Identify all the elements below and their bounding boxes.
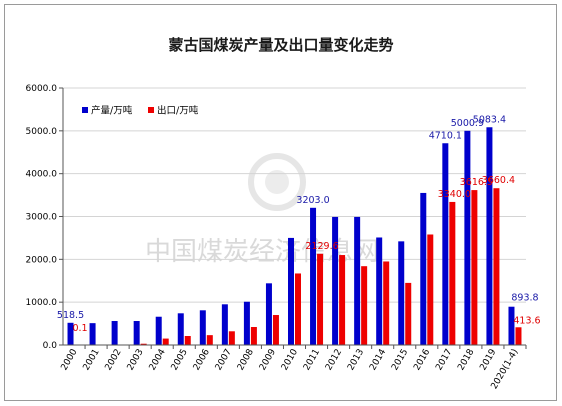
- bar-export: [184, 336, 191, 345]
- bar-production: [508, 306, 515, 345]
- bar-production: [376, 237, 383, 345]
- bar-production: [486, 127, 493, 345]
- data-label-export: 3616.5: [460, 177, 493, 188]
- x-tick-label: 2013: [346, 348, 366, 373]
- x-tick-label: 2011: [302, 348, 322, 373]
- y-axis-ticks: 0.0 1000.0 2000.0 3000.0 4000.0 5000.0 6000.0: [26, 84, 63, 351]
- bar-export: [493, 188, 500, 345]
- bar-production: [89, 323, 96, 345]
- x-tick-label: 2017: [434, 348, 454, 373]
- y-tick-label: 2000.0: [26, 255, 58, 265]
- bar-production: [221, 304, 228, 345]
- chart-title: 蒙古国煤炭产量及出口量变化走势: [168, 36, 393, 54]
- bar-export: [427, 234, 434, 345]
- bar-production: [133, 321, 140, 345]
- data-label-production: 893.8: [511, 293, 538, 304]
- bar-export: [228, 331, 235, 345]
- data-label-export: 413.6: [513, 315, 540, 326]
- x-tick-label: 2010: [280, 347, 300, 372]
- y-tick-label: 4000.0: [26, 170, 58, 180]
- bar-production: [354, 216, 361, 345]
- x-tick-label: 2004: [148, 347, 168, 372]
- axes: [62, 88, 526, 346]
- data-labels: 518.5 0.1 3203.0 2129.6 4710.1 3340.0 5000.9 36…: [57, 114, 541, 334]
- x-tick-label: 2005: [170, 348, 190, 373]
- x-tick-label: 2009: [258, 347, 278, 372]
- bar-production: [310, 207, 317, 345]
- data-label-production: 5083.4: [473, 114, 506, 125]
- legend-label-production: 产量/万吨: [91, 105, 133, 117]
- x-tick-label: 2015: [390, 348, 410, 373]
- data-label-production: 3203.0: [296, 195, 329, 206]
- watermark-logo-ring: [248, 153, 306, 211]
- legend: 产量/万吨 出口/万吨: [82, 105, 199, 117]
- x-tick-label: 2001: [82, 348, 102, 373]
- legend-swatch-production: [82, 107, 88, 113]
- x-tick-label: 2019: [478, 347, 498, 372]
- y-tick-label: 0.0: [43, 341, 58, 351]
- chart-svg: 中国煤炭经济信息网 蒙古国煤炭产量及出口量变化走势 0.0 1000.0 2000.…: [26, 36, 541, 391]
- x-tick-label: 2018: [456, 347, 476, 372]
- watermark-logo-core: [265, 170, 289, 194]
- bar-production: [155, 316, 162, 345]
- bar-export: [206, 335, 213, 345]
- bar-production: [265, 283, 272, 345]
- bar-production: [199, 310, 206, 345]
- bar-export: [471, 190, 478, 345]
- bar-production: [67, 322, 74, 345]
- bar-export: [405, 282, 412, 345]
- y-tick-label: 1000.0: [26, 298, 58, 308]
- bar-export: [162, 338, 169, 345]
- bar-production: [398, 241, 405, 345]
- bar-production: [288, 237, 294, 345]
- bar-export: [383, 261, 390, 345]
- bar-export: [361, 266, 368, 345]
- bars: [67, 127, 522, 345]
- data-label-export: 3340.0: [438, 189, 471, 200]
- bar-production: [420, 192, 427, 345]
- x-tick-label: 2006: [192, 347, 212, 372]
- x-tick-label: 2002: [104, 348, 124, 373]
- legend-swatch-export: [148, 107, 154, 113]
- data-label-production: 518.5: [57, 310, 84, 321]
- bar-production: [442, 143, 449, 345]
- bar-export: [339, 255, 346, 345]
- x-tick-label: 2008: [236, 347, 256, 372]
- bar-production: [111, 321, 118, 345]
- x-axis-ticks: 2000 2001 2002 2003 2004 2005 2006 2007 2008 2009…: [60, 345, 527, 391]
- data-label-export: 2129.6: [305, 241, 338, 252]
- y-tick-label: 3000.0: [26, 213, 58, 223]
- data-label-export: 3660.4: [482, 175, 515, 186]
- bar-production: [464, 130, 471, 345]
- bar-production: [332, 216, 339, 345]
- watermark: 中国煤炭经济信息网: [145, 153, 379, 267]
- data-label-production: 4710.1: [429, 130, 462, 141]
- bar-export: [317, 253, 324, 345]
- y-tick-label: 5000.0: [26, 127, 58, 137]
- y-tick-label: 6000.0: [26, 84, 58, 94]
- x-tick-label: 2000: [60, 347, 80, 372]
- x-tick-label: 2014: [368, 347, 388, 372]
- bar-export: [140, 343, 147, 345]
- bar-production: [243, 301, 250, 345]
- chart-frame: 中国煤炭经济信息网 蒙古国煤炭产量及出口量变化走势 0.0 1000.0 2000.…: [4, 4, 557, 401]
- x-tick-label: 2003: [126, 348, 146, 373]
- bar-export: [295, 273, 301, 345]
- legend-label-export: 出口/万吨: [157, 105, 199, 117]
- bar-export: [449, 201, 456, 345]
- x-tick-label: 2007: [214, 348, 234, 373]
- data-label-production: 5000.9: [451, 118, 484, 129]
- x-tick-label: 2016: [412, 347, 432, 372]
- bar-production: [177, 313, 184, 345]
- bar-export: [515, 327, 522, 345]
- bar-export: [272, 315, 279, 345]
- data-label-export: 0.1: [72, 323, 87, 334]
- x-tick-label: 2012: [324, 348, 344, 373]
- bar-export: [250, 327, 257, 345]
